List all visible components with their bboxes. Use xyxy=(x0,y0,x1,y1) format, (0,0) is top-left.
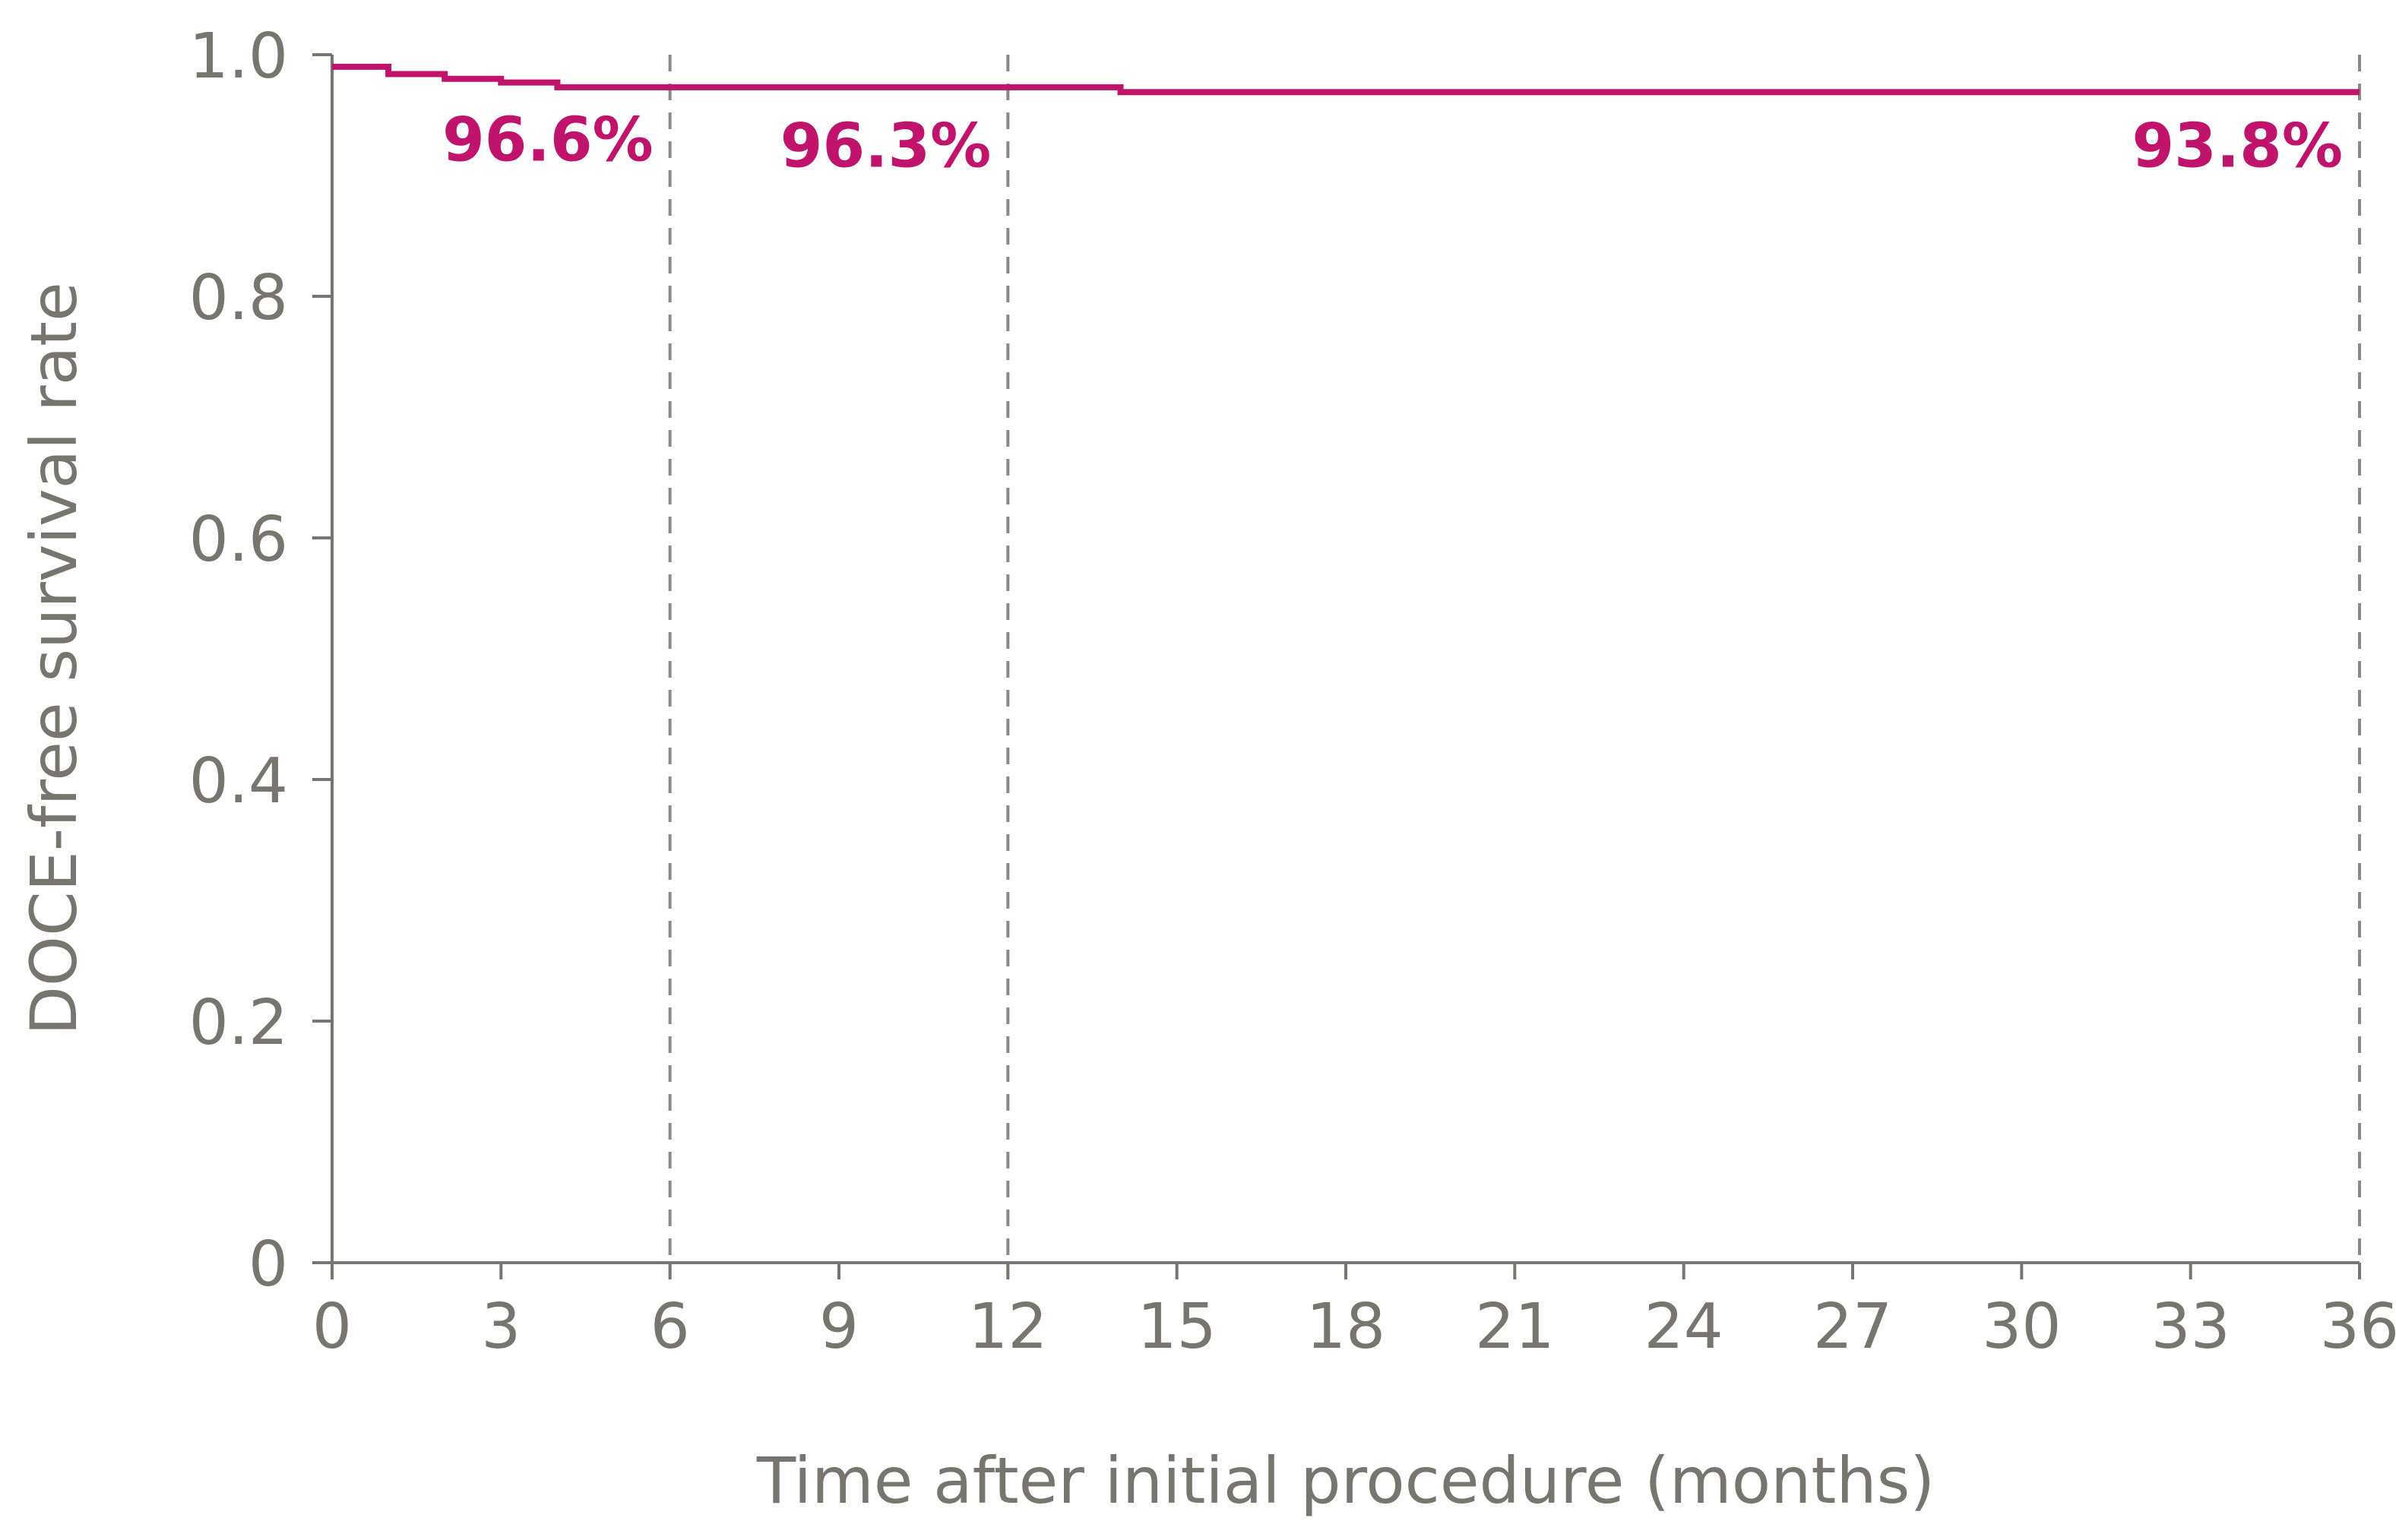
annotations: 96.6% 96.3% 93.8% xyxy=(442,104,2343,181)
y-tick-label: 0 xyxy=(248,1229,288,1301)
y-tick-label: 0.2 xyxy=(189,987,288,1059)
x-tick-label: 0 xyxy=(312,1291,352,1363)
y-tick-label: 1.0 xyxy=(189,21,288,93)
x-tick-label: 24 xyxy=(1644,1291,1723,1363)
y-tick-label: 0.4 xyxy=(189,745,288,817)
x-tick-label: 27 xyxy=(1813,1291,1892,1363)
reference-lines xyxy=(668,55,2361,1263)
y-ticks: 0 0.2 0.4 0.6 0.8 1.0 xyxy=(189,21,332,1301)
annotation-label: 96.6% xyxy=(442,104,654,175)
x-tick-label: 6 xyxy=(650,1291,690,1363)
x-tick-label: 15 xyxy=(1137,1291,1216,1363)
survival-curve xyxy=(332,63,2360,96)
series-group xyxy=(332,63,2360,96)
x-tick-label: 9 xyxy=(819,1291,859,1363)
y-tick-label: 0.8 xyxy=(189,262,288,334)
x-tick-label: 12 xyxy=(968,1291,1047,1363)
x-axis-title: Time after initial procedure (months) xyxy=(756,1444,1935,1518)
y-axis-title: DOCE-free survival rate xyxy=(17,282,91,1036)
x-tick-label: 21 xyxy=(1475,1291,1554,1363)
y-tick-label: 0.6 xyxy=(189,504,288,576)
annotation-label: 93.8% xyxy=(2132,110,2343,181)
annotation-label: 96.3% xyxy=(780,110,992,181)
x-tick-label: 36 xyxy=(2320,1291,2396,1363)
x-tick-label: 30 xyxy=(1982,1291,2061,1363)
x-tick-label: 18 xyxy=(1306,1291,1385,1363)
x-tick-label: 3 xyxy=(481,1291,521,1363)
x-ticks: 0 3 6 9 12 15 18 21 24 27 30 33 36 xyxy=(312,1263,2396,1363)
x-tick-label: 33 xyxy=(2151,1291,2230,1363)
axes xyxy=(331,55,2360,1264)
